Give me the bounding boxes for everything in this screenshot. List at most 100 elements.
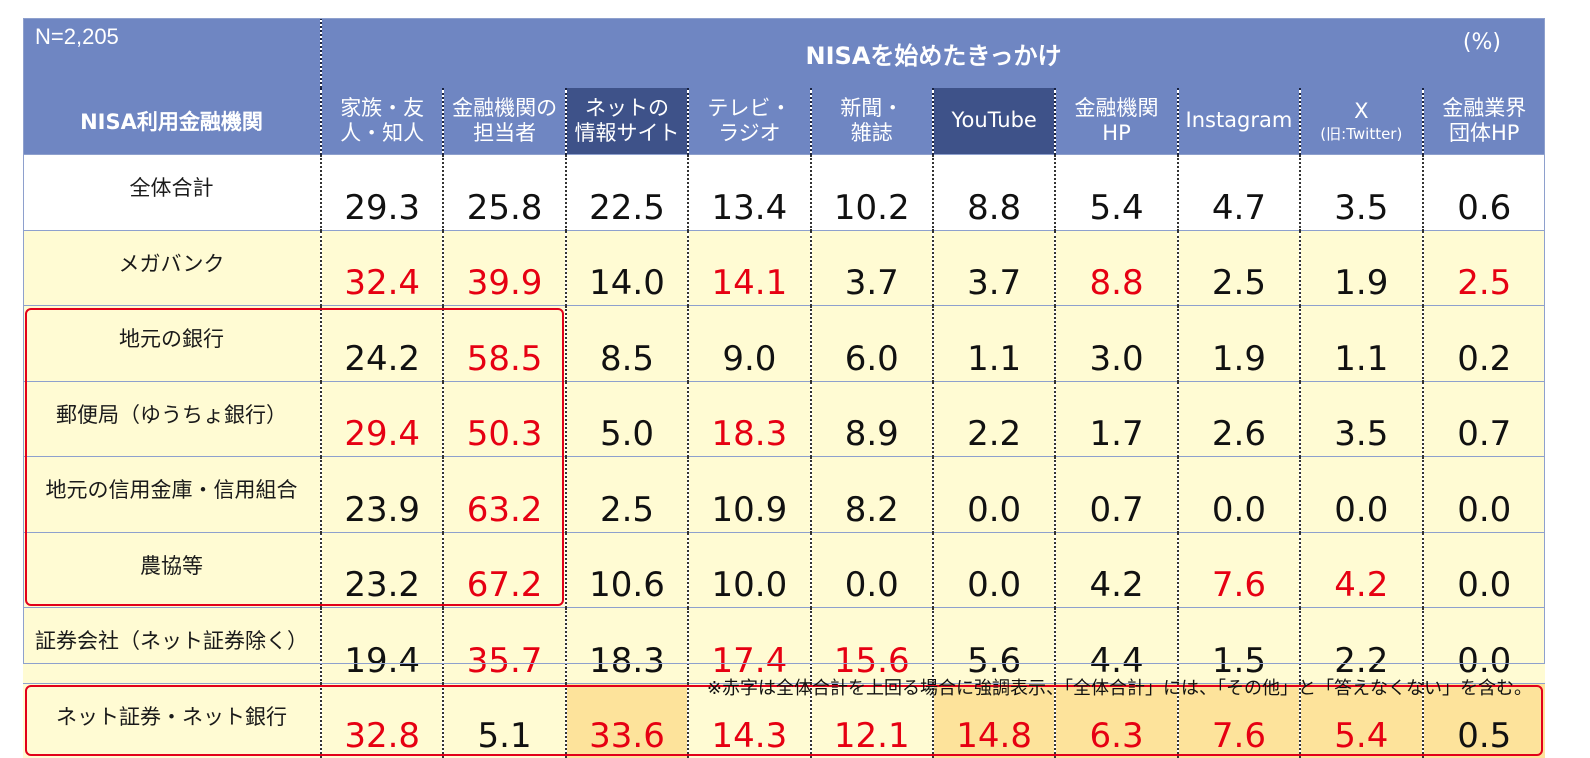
column-header-line2: 担当者: [473, 121, 537, 145]
value-cell: 23.9: [319, 456, 444, 532]
table-row: メガバンク 32.4 39.9 14.0 14.1 3.7 3.7 8.8 2.5 1.9 2.5: [23, 229, 1545, 306]
table-row: 郵便局（ゆうちょ銀行） 29.4 50.3 5.0 18.3 8.9 2.2 1.7 2.6 3.…: [23, 380, 1545, 457]
value-cell: 24.2: [319, 305, 444, 381]
column-header-line1: Instagram: [1185, 108, 1293, 133]
value-cell: 1.1: [1299, 305, 1423, 381]
value-cell: 3.7: [931, 229, 1056, 306]
value-cell: 10.2: [809, 154, 933, 230]
value-cell: 0.0: [1421, 531, 1545, 608]
value-cell: 15.6: [809, 607, 933, 683]
row-label: 証券会社（ネット証券除く）: [23, 607, 321, 683]
value-cell: 8.8: [1054, 229, 1178, 306]
value-cell: 10.9: [687, 456, 811, 532]
value-cell: 63.2: [442, 456, 566, 532]
value-cell: 23.2: [319, 531, 444, 608]
value-cell: 58.5: [442, 305, 566, 381]
value-cell: 25.8: [442, 154, 566, 230]
value-cell: 0.0: [931, 531, 1056, 608]
value-cell: 8.9: [809, 380, 933, 457]
value-cell: 0.0: [1299, 456, 1423, 532]
value-cell: 0.6: [1421, 154, 1545, 230]
value-cell: 3.5: [1299, 154, 1423, 230]
value-cell: 29.3: [319, 154, 444, 230]
value-cell: 3.0: [1054, 305, 1178, 381]
table-title-cell: NISAを始めたきっかけ (%): [320, 18, 1545, 88]
column-header-6: 金融機関 HP: [1054, 88, 1178, 155]
value-cell: 1.1: [931, 305, 1056, 381]
row-label: メガバンク: [23, 229, 321, 306]
header-row-2: NISA利用金融機関 家族・友 人・知人 金融機関の 担当者 ネットの 情報サイト テレビ・…: [23, 88, 1545, 155]
column-header-line2: 情報サイト: [574, 121, 680, 145]
value-cell: 0.0: [931, 456, 1056, 532]
value-cell: 1.7: [1054, 380, 1178, 457]
value-cell: 5.4: [1054, 154, 1178, 230]
value-cell: 32.4: [319, 229, 444, 306]
row-label: 地元の信用金庫・信用組合: [23, 456, 321, 532]
value-cell: 0.2: [1421, 305, 1545, 381]
value-cell: 0.0: [1421, 607, 1545, 683]
value-cell: 4.2: [1054, 531, 1178, 608]
value-cell: 2.5: [564, 456, 689, 532]
column-header-line1: 新聞・: [840, 95, 904, 120]
value-cell: 13.4: [687, 154, 811, 230]
footnote: ※赤字は全体合計を上回る場合に強調表示、「全体合計」には、「その他」と「答えなく…: [706, 678, 1532, 699]
value-cell: 0.0: [809, 531, 933, 608]
value-cell: 2.2: [931, 380, 1056, 457]
value-cell: 8.8: [931, 154, 1056, 230]
value-cell: 17.4: [687, 607, 811, 683]
value-cell: 1.9: [1299, 229, 1423, 306]
value-cell: 22.5: [564, 154, 689, 230]
row-header-label: NISA利用金融機関: [23, 88, 321, 155]
value-cell: 3.7: [809, 229, 933, 306]
table-row: 全体合計 29.3 25.8 22.5 13.4 10.2 8.8 5.4 4.7 3.5 0.6: [23, 154, 1545, 230]
value-cell: 29.4: [319, 380, 444, 457]
value-cell: 7.6: [1176, 531, 1301, 608]
column-header-7: Instagram: [1176, 88, 1301, 155]
value-cell: 9.0: [687, 305, 811, 381]
nisa-table-container: N=2,205 NISAを始めたきっかけ (%) NISA利用金融機関 家族・友…: [23, 18, 1545, 758]
value-cell: 4.4: [1054, 607, 1178, 683]
column-header-1: 金融機関の 担当者: [442, 88, 566, 155]
nisa-trigger-table: N=2,205 NISAを始めたきっかけ (%) NISA利用金融機関 家族・友…: [23, 18, 1545, 758]
column-header-line2: ラジオ: [718, 121, 781, 145]
column-header-5: YouTube: [931, 88, 1056, 155]
value-cell: 0.0: [1176, 456, 1301, 532]
value-cell: 50.3: [442, 380, 566, 457]
value-cell: 14.0: [564, 229, 689, 306]
table-row: 証券会社（ネット証券除く） 19.4 35.7 18.3 17.4 15.6 5.6 4.4 1…: [23, 607, 1545, 683]
value-cell: 4.7: [1176, 154, 1301, 230]
value-cell: 8.2: [809, 456, 933, 532]
value-cell: 5.6: [931, 607, 1056, 683]
value-cell: 2.2: [1299, 607, 1423, 683]
table-row: 地元の信用金庫・信用組合 23.9 63.2 2.5 10.9 8.2 0.0 0.7 0.0 0…: [23, 456, 1545, 532]
sample-size-label: N=2,205: [23, 18, 321, 88]
column-header-line1: YouTube: [951, 108, 1037, 133]
column-header-line1: ネットの: [584, 95, 669, 120]
value-cell: 5.0: [564, 380, 689, 457]
column-header-line1: 金融業界: [1442, 95, 1527, 120]
value-cell: 1.5: [1176, 607, 1301, 683]
value-cell: 18.3: [564, 607, 689, 683]
column-header-line2: 雑誌: [850, 121, 893, 145]
value-cell: 10.6: [564, 531, 689, 608]
value-cell: 19.4: [319, 607, 444, 683]
column-header-line1: テレビ・: [707, 95, 792, 120]
column-header-2: ネットの 情報サイト: [564, 88, 689, 155]
value-cell: 1.9: [1176, 305, 1301, 381]
value-cell: 0.0: [1421, 456, 1545, 532]
header-row-1: N=2,205 NISAを始めたきっかけ (%): [23, 18, 1545, 88]
value-cell: 14.1: [687, 229, 811, 306]
value-cell: 2.5: [1176, 229, 1301, 306]
column-header-line2: 団体HP: [1449, 121, 1520, 145]
value-cell: 67.2: [442, 531, 566, 608]
row-label: 全体合計: [23, 154, 321, 230]
column-header-line1: 金融機関: [1074, 95, 1159, 120]
value-cell: 35.7: [442, 607, 566, 683]
table-row: 地元の銀行 24.2 58.5 8.5 9.0 6.0 1.1 3.0 1.9 1.1 0.2: [23, 305, 1545, 381]
column-header-9: 金融業界 団体HP: [1421, 88, 1545, 155]
value-cell: 4.2: [1299, 531, 1423, 608]
column-header-line1: 家族・友: [340, 95, 425, 120]
value-cell: 8.5: [564, 305, 689, 381]
column-header-line1: X: [1354, 99, 1369, 124]
value-cell: 2.5: [1421, 229, 1545, 306]
